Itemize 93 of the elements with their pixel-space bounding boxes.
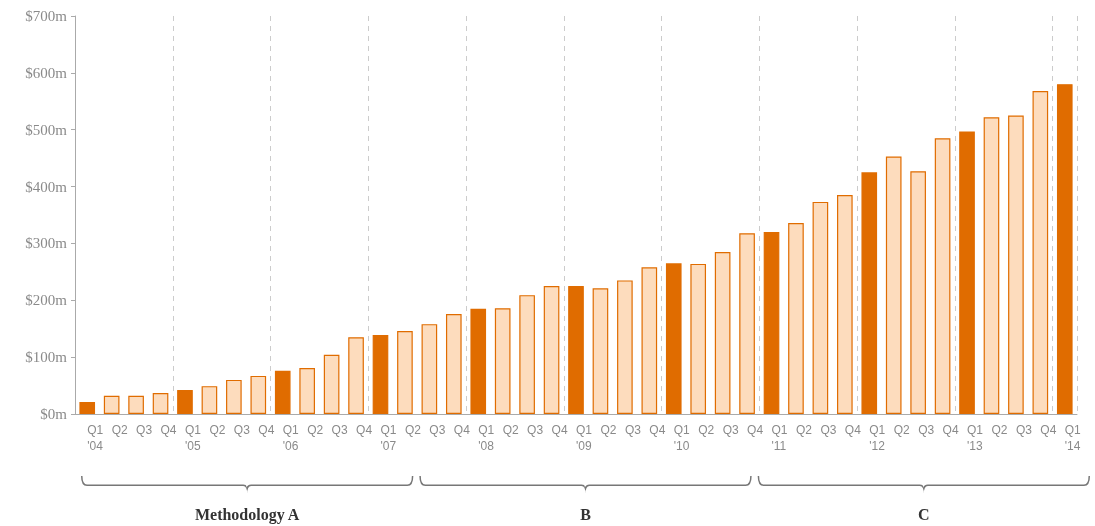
- x-tick-label: Q4: [453, 423, 471, 437]
- x-tick-label: Q2: [209, 423, 226, 437]
- bar: [348, 337, 364, 414]
- x-tick-label: Q4: [356, 423, 373, 437]
- y-tick-label: $700m: [25, 8, 68, 24]
- bar: [79, 402, 96, 414]
- x-tick-label: Q2: [404, 423, 422, 437]
- x-tick-label: Q3: [918, 423, 935, 437]
- bar: [152, 392, 169, 414]
- bar: [641, 267, 658, 414]
- bar: [103, 395, 120, 414]
- y-tick-label: $200m: [25, 292, 68, 309]
- bar: [910, 171, 926, 414]
- x-tick-label: Q1 '05: [184, 423, 202, 453]
- x-tick-label: Q4: [258, 423, 275, 437]
- bar: [983, 117, 1000, 414]
- text: C: [918, 506, 930, 523]
- bar: [885, 156, 902, 414]
- x-tick-label: Q3: [233, 423, 251, 437]
- bar: [1032, 91, 1049, 414]
- text: Methodology A: [194, 506, 300, 524]
- x-tick-label: Q1 '09: [576, 423, 593, 453]
- y-tick-label: $100m: [25, 349, 68, 366]
- bar: [128, 395, 144, 414]
- x-tick-label: Q4: [160, 423, 177, 437]
- bar: [592, 288, 609, 414]
- bar: [812, 201, 829, 414]
- bar: [274, 370, 291, 414]
- x-tick-label: Q3: [527, 423, 544, 437]
- bar: [543, 286, 560, 414]
- x-tick-label: Q2: [698, 423, 715, 437]
- x-tick-label: Q1 '11: [771, 423, 788, 453]
- x-tick-label: Q4: [747, 423, 764, 437]
- x-tick-label: Q4: [844, 423, 862, 437]
- x-tick-label: Q1 '04: [87, 423, 104, 453]
- bar: [1008, 115, 1024, 414]
- bar: [934, 138, 951, 414]
- x-tick-label: Q1 '10: [673, 423, 691, 453]
- x-tick-label: Q4: [1040, 423, 1057, 437]
- x-tick-label: Q3: [624, 423, 642, 437]
- bar: [299, 367, 315, 414]
- x-tick-label: Q3: [1015, 423, 1033, 437]
- bar: [665, 263, 682, 414]
- x-tick-label: Q3: [429, 423, 446, 437]
- bar: [617, 280, 633, 414]
- bar: [1056, 84, 1073, 414]
- bar: [372, 334, 389, 414]
- x-tick-label: Q3: [820, 423, 837, 437]
- bar: [568, 286, 584, 414]
- x-tick-label: Q1 '08: [478, 423, 495, 453]
- bar: [445, 313, 462, 414]
- x-tick-label: Q2: [502, 423, 520, 437]
- x-tick-label: Q1 '13: [967, 423, 984, 453]
- bar: [739, 233, 755, 414]
- bar: [201, 386, 218, 414]
- bar: [250, 375, 267, 414]
- bar: [323, 354, 340, 414]
- x-tick-label: Q1 '06: [282, 423, 300, 453]
- bar: [470, 308, 487, 414]
- bar: [959, 131, 975, 414]
- bar: [788, 222, 804, 414]
- x-tick-label: Q3: [136, 423, 153, 437]
- x-tick-label: Q2: [795, 423, 813, 437]
- x-tick-label: Q1 '12: [869, 423, 886, 453]
- bar: [763, 232, 780, 414]
- x-tick-label: Q3: [331, 423, 348, 437]
- y-tick-label: $400m: [25, 178, 68, 195]
- x-tick-label: Q2: [600, 423, 617, 437]
- bar: [837, 195, 853, 414]
- x-tick-label: Q2: [893, 423, 911, 437]
- bar: [226, 379, 242, 414]
- bar: [690, 263, 707, 414]
- y-tick-label: $600m: [25, 64, 68, 81]
- x-tick-label: Q2: [111, 423, 128, 437]
- bar: [177, 390, 193, 414]
- text: B: [580, 506, 592, 523]
- y-tick-label: $0m: [40, 406, 68, 422]
- x-tick-label: Q4: [649, 423, 666, 437]
- bar: [714, 251, 731, 414]
- x-tick-label: Q4: [942, 423, 959, 437]
- bar: [421, 324, 438, 414]
- bar: [861, 172, 878, 414]
- bar: [519, 295, 535, 414]
- bar: [397, 330, 413, 414]
- x-tick-label: Q3: [722, 423, 739, 437]
- x-tick-label: Q1 '07: [380, 423, 397, 453]
- x-tick-label: Q2: [991, 423, 1008, 437]
- bar: [494, 308, 511, 414]
- x-tick-label: Q1 '14: [1064, 423, 1082, 453]
- x-tick-label: Q2: [307, 423, 324, 437]
- y-tick-label: $500m: [25, 121, 68, 138]
- y-tick-label: $300m: [25, 235, 68, 252]
- x-tick-label: Q4: [551, 423, 568, 437]
